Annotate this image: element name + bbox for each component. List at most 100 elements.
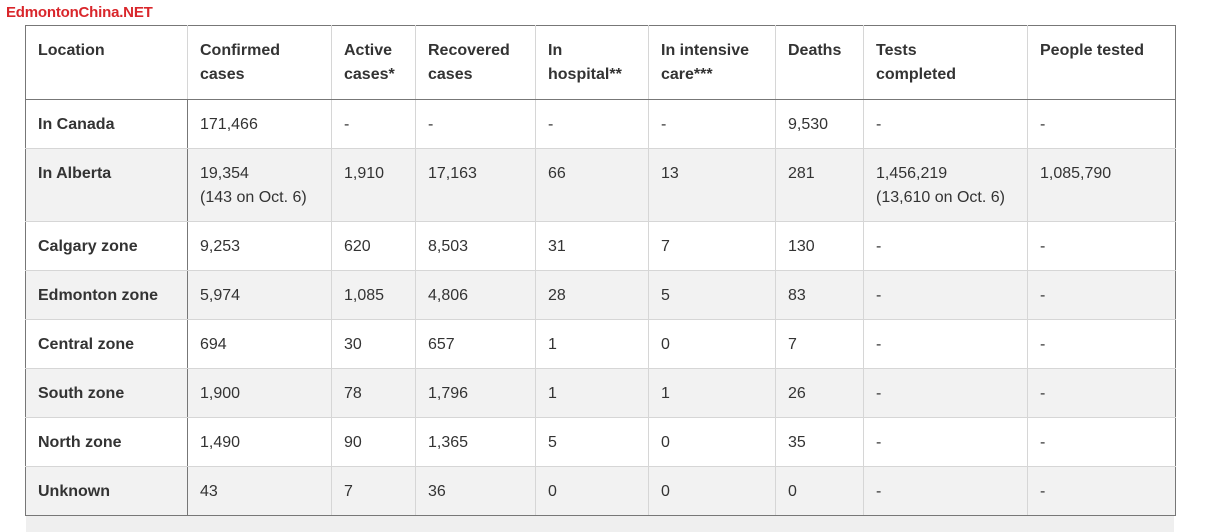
row-location: South zone: [25, 368, 188, 418]
column-header: Confirmed cases: [187, 25, 332, 100]
column-header: Recovered cases: [415, 25, 536, 100]
table-cell: 13: [648, 148, 776, 222]
table-cell: -: [1027, 417, 1176, 467]
covid-cases-table: Location Confirmed cases Active cases* Recove…: [25, 25, 1176, 516]
row-location: Central zone: [25, 319, 188, 369]
table-cell: 171,466: [187, 99, 332, 149]
table-cell: 0: [535, 466, 649, 516]
table-cell: 8,503: [415, 221, 536, 271]
table-cell: 78: [331, 368, 416, 418]
column-header-text: Tests: [876, 42, 917, 59]
table-cell: 17,163: [415, 148, 536, 222]
table-cell: 1,900: [187, 368, 332, 418]
cell-value: 5,974: [200, 287, 241, 304]
cell-value: -: [548, 116, 554, 133]
table-header-row: Location Confirmed cases Active cases* Recove…: [25, 25, 1176, 100]
cell-value: 0: [661, 434, 670, 451]
column-header-text: cases: [428, 66, 473, 83]
row-location: North zone: [25, 417, 188, 467]
cell-value: 1,490: [200, 434, 241, 451]
table-cell: 43: [187, 466, 332, 516]
column-header-text: Location: [38, 42, 105, 59]
table-cell: 281: [775, 148, 864, 222]
table-cell: -: [648, 99, 776, 149]
column-header-text: In intensive: [661, 42, 750, 59]
column-header: In intensive care***: [648, 25, 776, 100]
table-cell: 0: [648, 466, 776, 516]
table-cell: 0: [775, 466, 864, 516]
cell-value: 36: [428, 483, 446, 500]
cell-value: -: [1040, 385, 1046, 402]
cell-value: 9,530: [788, 116, 829, 133]
table-cell: 7: [648, 221, 776, 271]
cell-value: 5: [548, 434, 557, 451]
table-cell: -: [863, 466, 1028, 516]
table-cell: 9,530: [775, 99, 864, 149]
column-header: Active cases*: [331, 25, 416, 100]
cell-value: -: [876, 336, 882, 353]
cell-value: 9,253: [200, 238, 241, 255]
row-location: Edmonton zone: [25, 270, 188, 320]
cell-value: (13,610 on Oct. 6): [876, 189, 1005, 206]
table-cell: -: [1027, 368, 1176, 418]
table-cell: 19,354 (143 on Oct. 6): [187, 148, 332, 222]
table-cell: 7: [775, 319, 864, 369]
table-footer-band: [26, 516, 1174, 532]
column-header: People tested: [1027, 25, 1176, 100]
cell-value: 35: [788, 434, 806, 451]
cell-value: -: [1040, 287, 1046, 304]
table-cell: 9,253: [187, 221, 332, 271]
cell-value: 83: [788, 287, 806, 304]
table-cell: -: [1027, 319, 1176, 369]
cell-value: -: [344, 116, 350, 133]
table-cell: 620: [331, 221, 416, 271]
cell-value: -: [1040, 336, 1046, 353]
table-row: South zone 1,900 78 1,796 1 1 26 - -: [25, 368, 1176, 418]
table-cell: 1: [535, 368, 649, 418]
column-header: Tests completed: [863, 25, 1028, 100]
cell-value: 1: [548, 336, 557, 353]
cell-value: 5: [661, 287, 670, 304]
column-header-text: Confirmed: [200, 42, 280, 59]
table-cell: -: [863, 417, 1028, 467]
table-cell: 90: [331, 417, 416, 467]
table-cell: 35: [775, 417, 864, 467]
row-location: In Canada: [25, 99, 188, 149]
table-cell: -: [535, 99, 649, 149]
column-header-text: cases*: [344, 66, 395, 83]
table-cell: -: [1027, 221, 1176, 271]
table-cell: 1,365: [415, 417, 536, 467]
cell-value: 0: [661, 483, 670, 500]
row-location: Calgary zone: [25, 221, 188, 271]
cell-value: 1,456,219: [876, 165, 948, 182]
cell-value: 8,503: [428, 238, 469, 255]
table-body: In Canada 171,466- - - -9,530- - In Alberta 19,…: [25, 99, 1176, 516]
cell-value: -: [1040, 434, 1046, 451]
cell-value: 30: [344, 336, 362, 353]
cell-value: -: [1040, 483, 1046, 500]
table-cell: 1,490: [187, 417, 332, 467]
table-cell: -: [863, 319, 1028, 369]
column-header-text: hospital**: [548, 66, 622, 83]
table-cell: 1,910: [331, 148, 416, 222]
column-header: In hospital**: [535, 25, 649, 100]
table-row: In Canada 171,466 - - - - 9,530 - -: [25, 99, 1176, 149]
cell-value: -: [661, 116, 667, 133]
brand-watermark: EdmontonChina.NET: [6, 4, 153, 21]
cell-value: 90: [344, 434, 362, 451]
table-cell: 0: [648, 319, 776, 369]
table-cell: -: [415, 99, 536, 149]
cell-value: 1: [661, 385, 670, 402]
table-cell: 36: [415, 466, 536, 516]
column-header-text: care***: [661, 66, 713, 83]
column-header-text: Deaths: [788, 42, 842, 59]
table-row: In Alberta 19,354 (143 on Oct. 6) 1,910 17,1…: [25, 148, 1176, 222]
table-cell: 130: [775, 221, 864, 271]
cell-value: 171,466: [200, 116, 258, 133]
cell-value: -: [1040, 238, 1046, 255]
table-row: Edmonton zone 5,974 1,085 4,806 28 5 83 - -: [25, 270, 1176, 320]
cell-value: 1,085,790: [1040, 165, 1112, 182]
cell-value: 1,365: [428, 434, 469, 451]
column-header-text: cases: [200, 66, 245, 83]
